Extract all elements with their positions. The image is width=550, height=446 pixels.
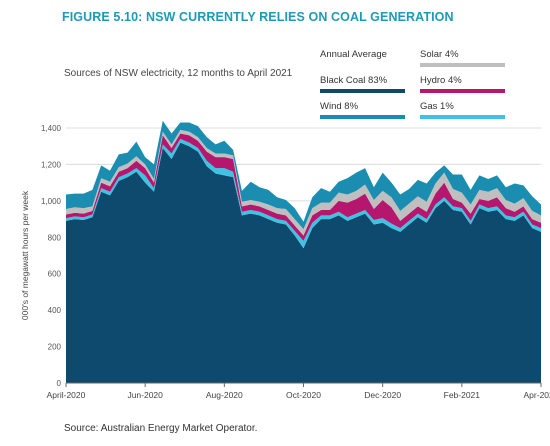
y-tick-label: 1,200 <box>41 160 62 169</box>
x-tick-label: Dec-2020 <box>364 390 401 400</box>
y-tick-label: 200 <box>48 343 62 352</box>
x-tick-label: Aug-2020 <box>206 390 243 400</box>
area-series-hydro <box>66 133 541 241</box>
x-tick-label: Jun-2020 <box>127 390 163 400</box>
legend-swatch-black-coal <box>320 89 405 93</box>
legend-item-gas: Gas 1% <box>420 101 510 119</box>
area-series-black-coal <box>66 142 541 383</box>
x-tick-label: Apr-2021 <box>524 390 550 400</box>
area-series-solar <box>66 129 541 236</box>
x-tick-label: April-2020 <box>47 390 86 400</box>
y-tick-label: 1,400 <box>41 124 62 133</box>
y-tick-label: 600 <box>48 270 62 279</box>
legend-swatch-gas <box>420 115 505 119</box>
y-axis-label: 000's of megawatt hours per week <box>20 190 30 320</box>
y-tick-label: 1,000 <box>41 197 62 206</box>
y-tick-label: 400 <box>48 306 62 315</box>
y-tick-label: 0 <box>57 379 62 388</box>
legend-title: Annual Average <box>320 49 387 60</box>
legend-label-wind: Wind 8% <box>320 101 359 112</box>
legend-swatch-wind <box>320 115 405 119</box>
x-tick-label: Oct-2020 <box>286 390 321 400</box>
legend-label-black-coal: Black Coal 83% <box>320 75 388 86</box>
legend-label-gas: Gas 1% <box>420 101 454 112</box>
legend-swatch-hydro <box>420 89 505 93</box>
area-series-gas <box>66 138 541 249</box>
source-note: Source: Australian Energy Market Operato… <box>64 423 258 434</box>
x-tick-label: Feb-2021 <box>444 390 481 400</box>
legend-label-solar: Solar 4% <box>420 49 459 60</box>
legend-item-hydro: Hydro 4% <box>420 75 510 93</box>
figure-title: FIGURE 5.10: NSW CURRENTLY RELIES ON COA… <box>62 10 454 24</box>
legend-item-solar: Solar 4% <box>420 49 510 67</box>
legend-label-hydro: Hydro 4% <box>420 75 462 86</box>
legend-item-wind: Wind 8% <box>320 101 410 119</box>
chart-subtitle: Sources of NSW electricity, 12 months to… <box>64 68 293 79</box>
legend-swatch-solar <box>420 63 505 67</box>
y-tick-label: 800 <box>48 233 62 242</box>
area-series-wind <box>66 120 541 230</box>
legend-item-black-coal: Black Coal 83% <box>320 75 410 93</box>
